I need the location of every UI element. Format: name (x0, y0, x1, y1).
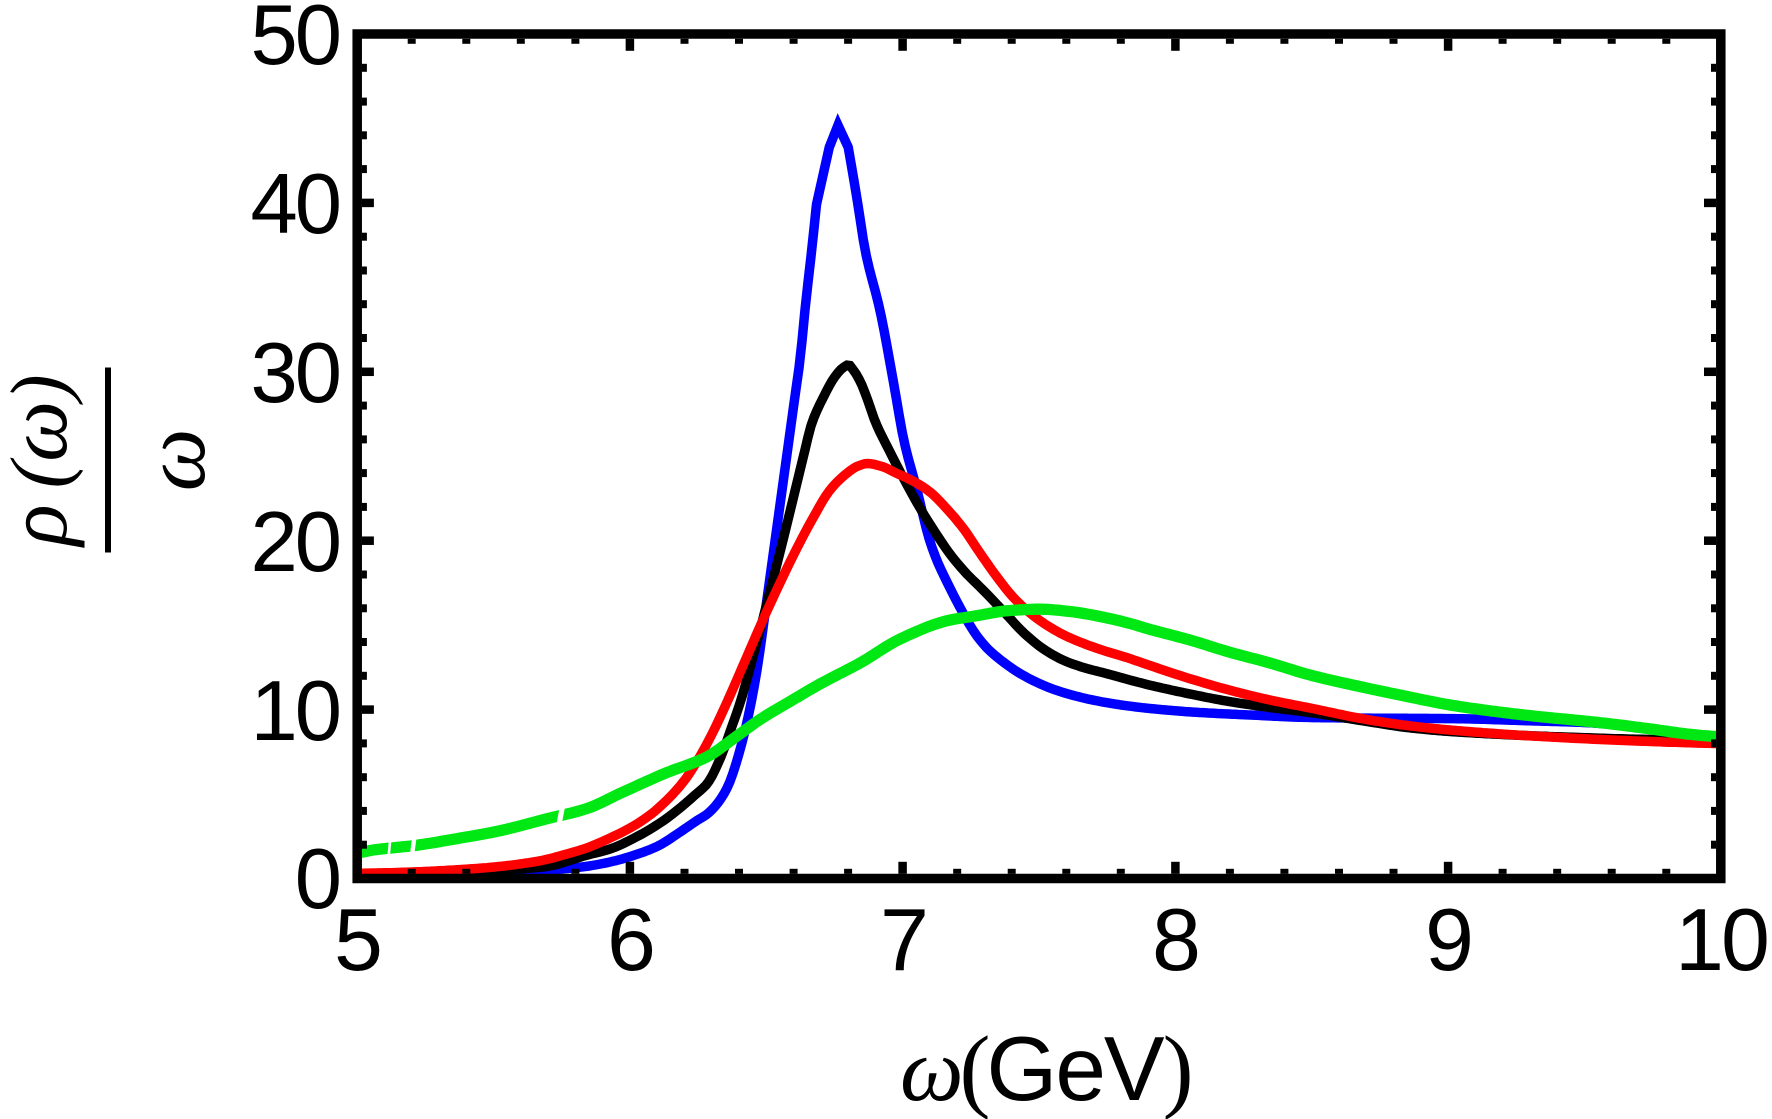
svg-text:5: 5 (334, 890, 380, 989)
svg-text:ω: ω (126, 429, 224, 492)
svg-text:0: 0 (295, 832, 339, 927)
svg-text:7: 7 (880, 890, 926, 989)
svg-text:10: 10 (250, 664, 339, 759)
svg-text:40: 40 (250, 157, 339, 252)
svg-text:9: 9 (1425, 890, 1471, 989)
svg-text:ω(GeV): ω(GeV) (900, 1018, 1190, 1119)
svg-text:30: 30 (250, 326, 339, 421)
svg-text:50: 50 (250, 0, 339, 83)
svg-text:8: 8 (1152, 890, 1198, 989)
svg-text:6: 6 (607, 890, 653, 989)
svg-text:10: 10 (1675, 890, 1767, 989)
svg-text:ρ (ω): ρ (ω) (0, 374, 85, 548)
svg-text:20: 20 (250, 495, 339, 590)
